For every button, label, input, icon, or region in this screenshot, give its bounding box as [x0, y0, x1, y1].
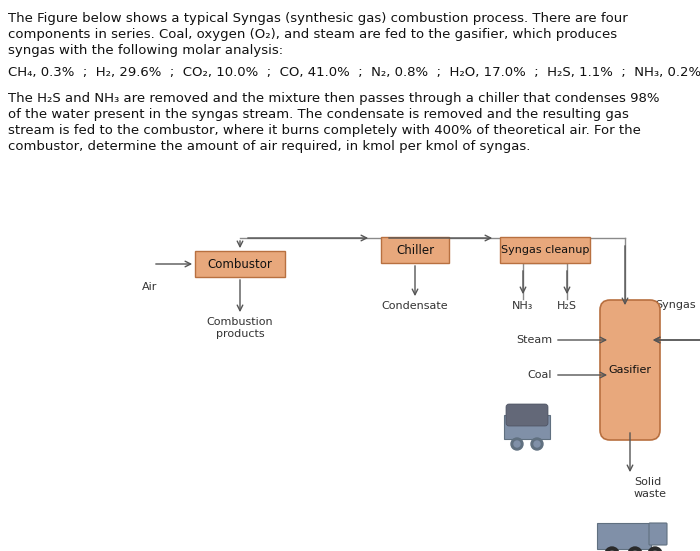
Circle shape [511, 438, 523, 450]
FancyBboxPatch shape [500, 237, 590, 263]
Circle shape [514, 441, 520, 447]
Text: NH₃: NH₃ [512, 301, 533, 311]
Text: stream is fed to the combustor, where it burns completely with 400% of theoretic: stream is fed to the combustor, where it… [8, 124, 641, 137]
Text: Syngas cleanup: Syngas cleanup [500, 245, 589, 255]
Text: components in series. Coal, oxygen (O₂), and steam are fed to the gasifier, whic: components in series. Coal, oxygen (O₂),… [8, 28, 617, 41]
Text: Chiller: Chiller [396, 244, 434, 257]
Circle shape [648, 547, 662, 551]
Text: Gasifier: Gasifier [608, 365, 652, 375]
Text: Condensate: Condensate [382, 301, 448, 311]
Text: combustor, determine the amount of air required, in kmol per kmol of syngas.: combustor, determine the amount of air r… [8, 140, 531, 153]
Text: Combustor: Combustor [208, 257, 272, 271]
FancyBboxPatch shape [195, 251, 285, 277]
Text: Coal: Coal [528, 370, 552, 380]
Text: Steam: Steam [516, 335, 552, 345]
Text: H₂S: H₂S [557, 301, 577, 311]
Text: of the water present in the syngas stream. The condensate is removed and the res: of the water present in the syngas strea… [8, 108, 629, 121]
Text: Air: Air [142, 282, 158, 292]
FancyBboxPatch shape [649, 523, 667, 545]
Text: syngas with the following molar analysis:: syngas with the following molar analysis… [8, 44, 283, 57]
Circle shape [605, 547, 619, 551]
FancyBboxPatch shape [506, 404, 548, 426]
Text: Solid
waste: Solid waste [634, 477, 667, 499]
FancyBboxPatch shape [597, 523, 651, 549]
FancyBboxPatch shape [504, 415, 550, 439]
Circle shape [531, 438, 543, 450]
FancyBboxPatch shape [381, 237, 449, 263]
FancyBboxPatch shape [600, 300, 660, 440]
Circle shape [534, 441, 540, 447]
Circle shape [628, 547, 642, 551]
Text: The H₂S and NH₃ are removed and the mixture then passes through a chiller that c: The H₂S and NH₃ are removed and the mixt… [8, 92, 659, 105]
Text: Syngas: Syngas [655, 300, 696, 310]
Text: CH₄, 0.3%  ;  H₂, 29.6%  ;  CO₂, 10.0%  ;  CO, 41.0%  ;  N₂, 0.8%  ;  H₂O, 17.0%: CH₄, 0.3% ; H₂, 29.6% ; CO₂, 10.0% ; CO,… [8, 66, 700, 79]
Text: The Figure below shows a typical Syngas (synthesic gas) combustion process. Ther: The Figure below shows a typical Syngas … [8, 12, 628, 25]
Text: Combustion
products: Combustion products [206, 317, 273, 339]
